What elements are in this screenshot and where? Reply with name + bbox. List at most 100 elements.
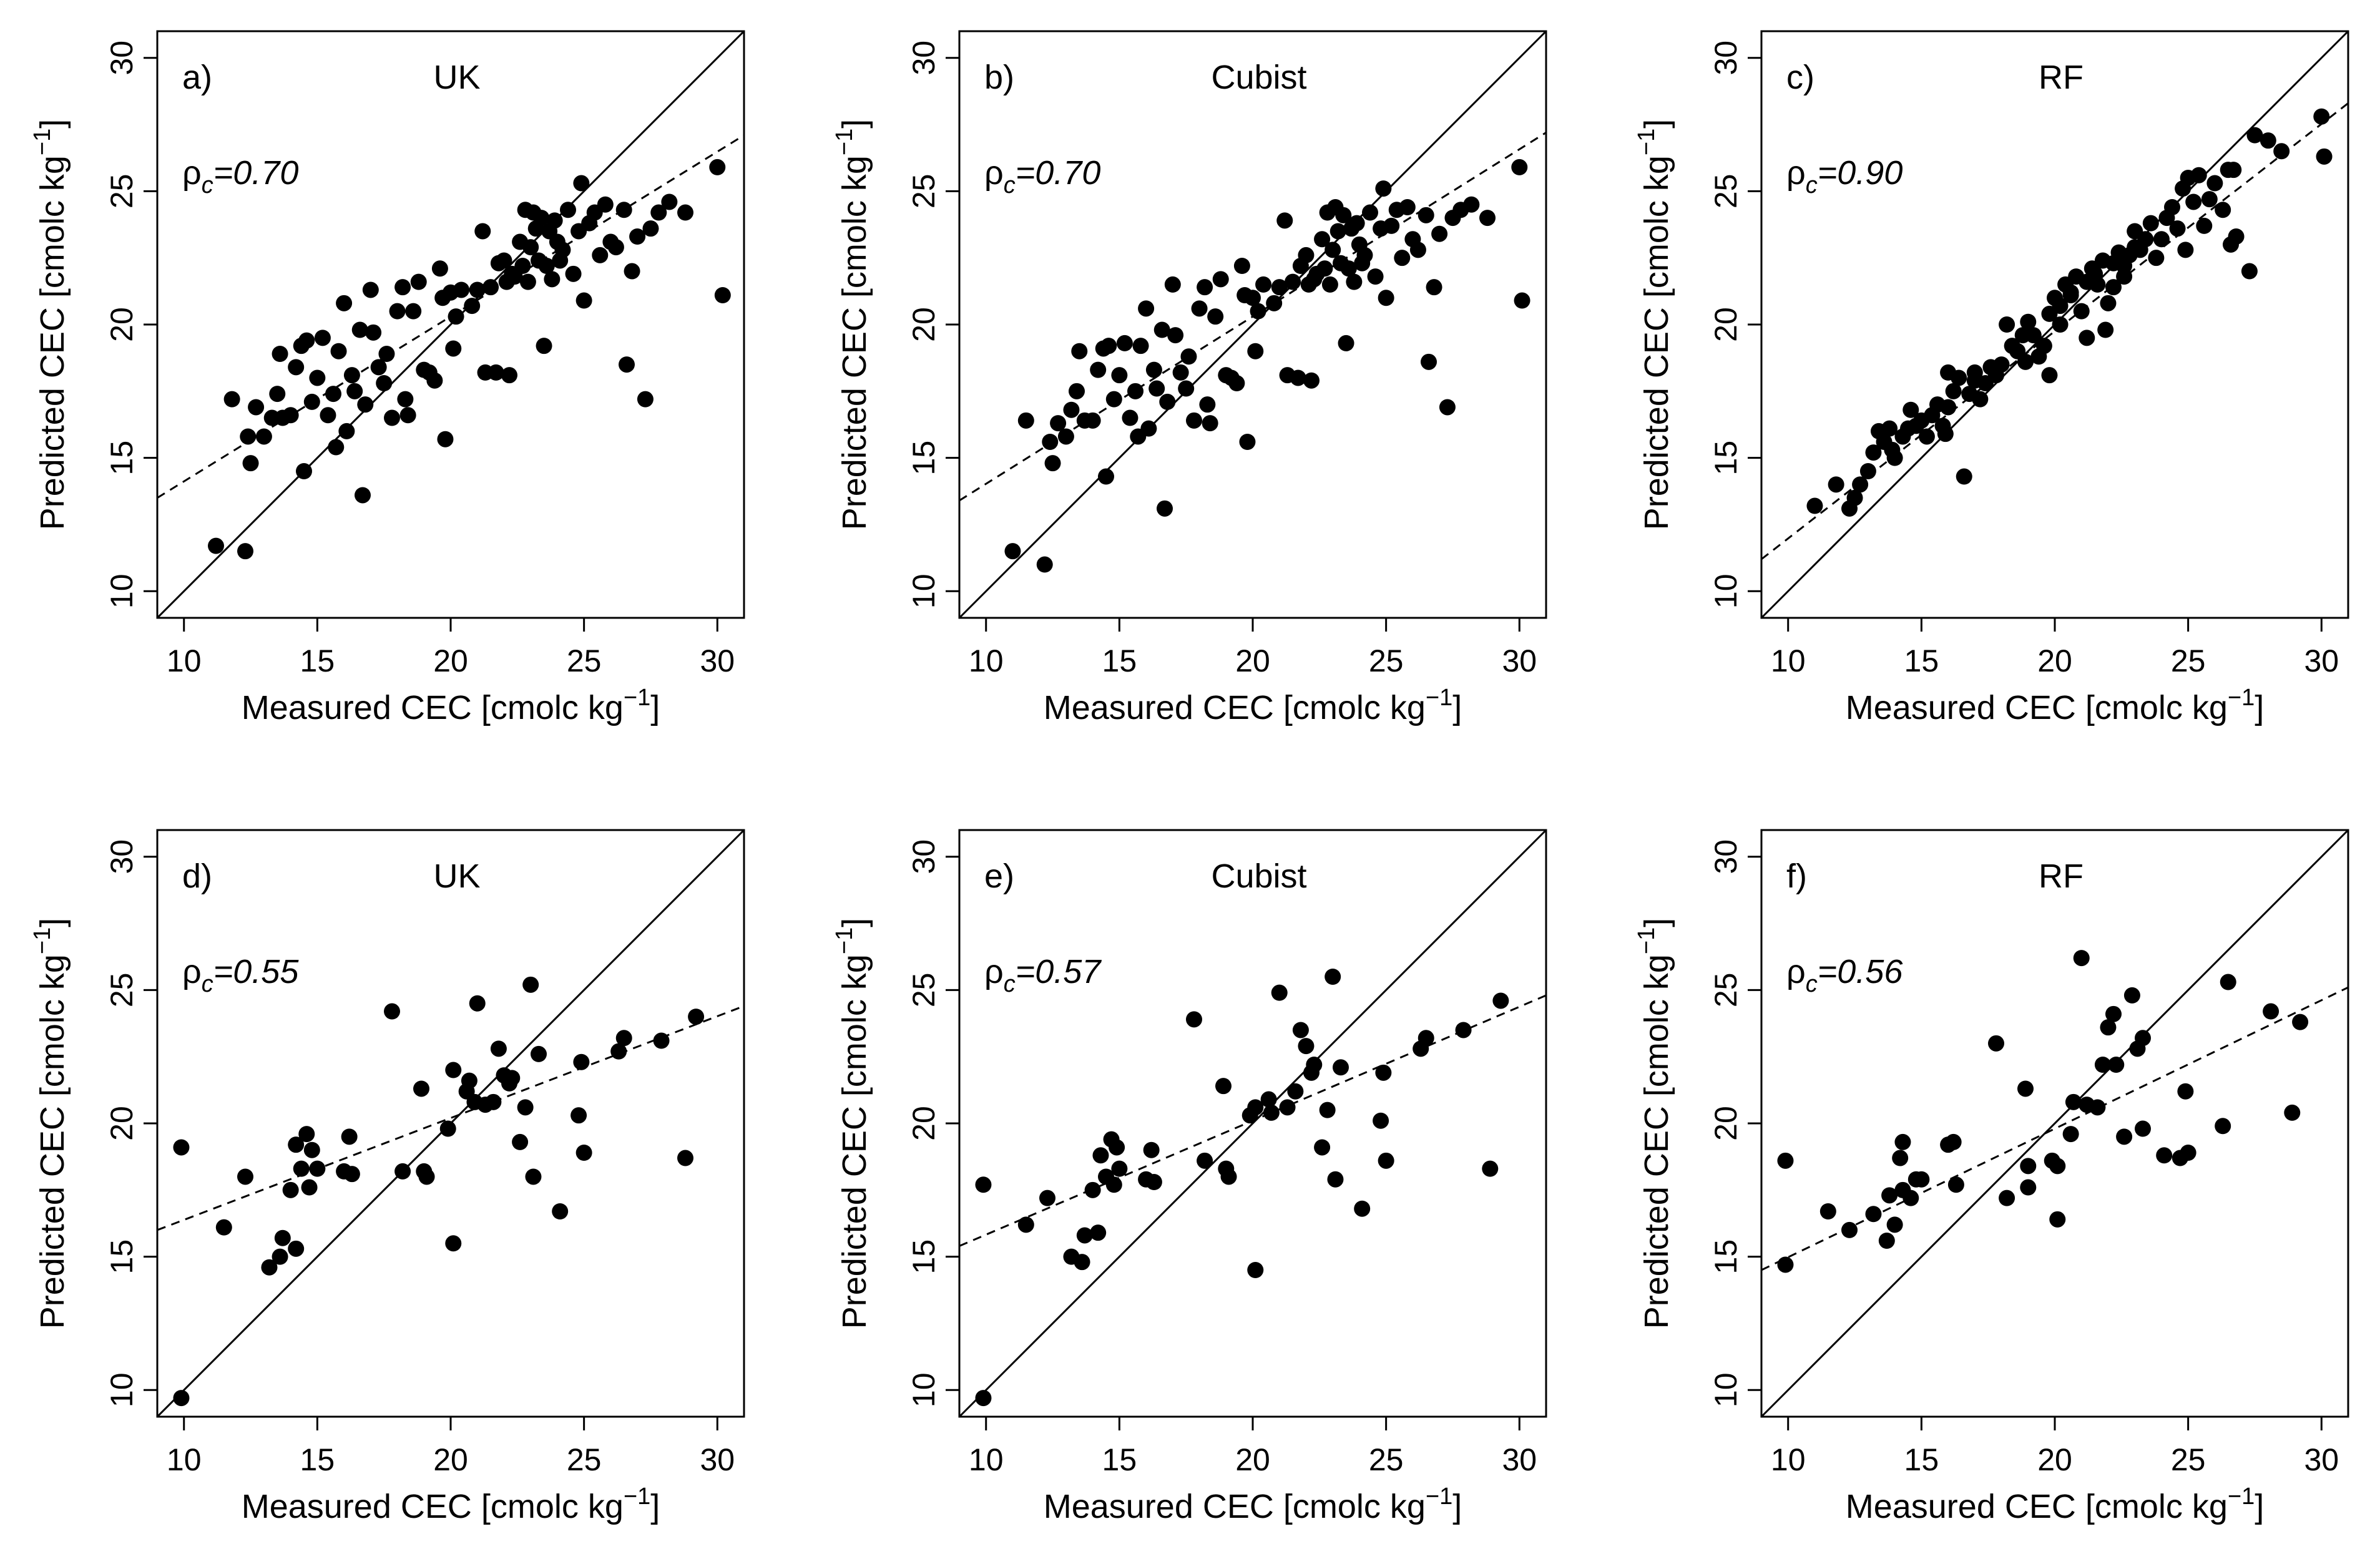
data-point	[1017, 1216, 1034, 1233]
y-axis-exponent: −1	[1633, 927, 1660, 954]
data-point	[439, 1120, 456, 1137]
data-point	[1143, 1141, 1160, 1158]
data-point	[1247, 1262, 1264, 1278]
data-point	[376, 375, 393, 391]
data-point	[1178, 380, 1195, 397]
data-point	[2273, 143, 2290, 160]
data-point	[336, 295, 353, 311]
data-point	[1945, 1133, 1962, 1150]
data-point	[709, 159, 726, 175]
y-tick-label: 25	[906, 174, 941, 209]
data-point	[592, 247, 609, 263]
x-tick-label: 15	[1102, 643, 1137, 678]
data-point	[328, 439, 345, 456]
y-tick-label: 30	[104, 839, 139, 874]
data-point	[1479, 210, 1496, 227]
data-point	[1846, 489, 1863, 506]
data-point	[389, 303, 406, 320]
data-point	[1069, 383, 1085, 399]
y-tick-label: 30	[104, 41, 139, 76]
data-point	[504, 1070, 521, 1087]
regression-line	[1761, 986, 2349, 1271]
x-tick-label: 25	[2171, 1442, 2206, 1477]
data-point	[1276, 212, 1293, 229]
y-tick-label: 30	[906, 839, 941, 874]
data-point	[2263, 1003, 2280, 1020]
data-point	[554, 242, 571, 258]
data-point	[1852, 476, 1869, 493]
data-point	[1186, 412, 1202, 429]
data-point	[1335, 207, 1352, 223]
data-point	[2123, 987, 2140, 1004]
data-point	[296, 463, 312, 479]
rho-subscript: c	[202, 172, 213, 198]
x-tick-label: 30	[1502, 1442, 1537, 1477]
identity-line	[958, 829, 1547, 1418]
data-point	[1071, 343, 1088, 359]
data-point	[274, 1229, 291, 1246]
data-point	[445, 1062, 462, 1078]
data-point	[714, 287, 731, 303]
data-point	[2246, 127, 2263, 144]
data-point	[2284, 1104, 2301, 1121]
rho-equals: =	[213, 953, 233, 990]
x-tick-label: 20	[433, 643, 468, 678]
data-point	[2105, 279, 2122, 296]
rho-subscript: c	[1004, 971, 1016, 997]
y-axis-bracket: ]	[1638, 918, 1675, 927]
panel-f: 10 15 20 25 30 10 15 20 25 30 Measured CEC [cmolc …	[1633, 829, 2349, 1525]
data-point	[341, 1128, 358, 1145]
data-point	[610, 1043, 627, 1060]
y-tick-label: 10	[1708, 574, 1743, 608]
y-tick-label: 30	[1708, 41, 1743, 76]
data-point	[2135, 1030, 2151, 1047]
rho-subscript: c	[1004, 172, 1016, 198]
data-point	[1966, 372, 1983, 389]
y-tick-label: 15	[906, 1239, 941, 1274]
data-point	[1903, 1190, 1919, 1206]
data-point	[1271, 984, 1288, 1001]
x-tick-label: 10	[969, 1442, 1004, 1477]
data-point	[2020, 313, 2037, 330]
data-point	[453, 281, 470, 298]
data-point	[1050, 415, 1067, 432]
data-point	[1140, 420, 1157, 437]
data-point	[240, 428, 257, 445]
y-tick-label: 20	[1708, 1106, 1743, 1141]
x-axis-bracket: ]	[2255, 1488, 2264, 1525]
data-point	[1153, 321, 1170, 338]
data-point	[2025, 327, 2042, 344]
data-point	[1314, 231, 1331, 248]
data-point	[552, 1203, 569, 1219]
x-tick-label: 20	[2037, 1442, 2072, 1477]
identity-line	[958, 30, 1547, 619]
y-axis-title: Predicted CEC [cmolc kg−1]	[29, 119, 71, 530]
panel-label: e)	[984, 858, 1014, 895]
data-point	[2180, 1145, 2196, 1161]
y-axis-bracket: ]	[34, 918, 71, 927]
data-point	[1191, 300, 1208, 317]
data-point	[248, 399, 265, 416]
data-point	[607, 239, 624, 256]
data-point	[237, 543, 253, 560]
data-point	[384, 409, 400, 426]
data-point	[1138, 300, 1155, 317]
data-point	[1418, 207, 1434, 223]
data-point	[2169, 220, 2186, 237]
data-point	[314, 330, 331, 346]
data-point	[1881, 1187, 1898, 1204]
x-axis-exponent: −1	[1426, 1483, 1452, 1510]
x-tick-label: 30	[700, 643, 735, 678]
data-point	[405, 303, 422, 320]
data-point	[1090, 361, 1107, 378]
x-tick-label: 10	[1771, 1442, 1806, 1477]
data-point	[431, 260, 448, 277]
rho-equals: =	[1818, 953, 1838, 990]
y-tick-label: 25	[906, 973, 941, 1008]
data-point	[1199, 396, 1216, 413]
panel-title: UK	[433, 858, 480, 895]
data-point	[474, 223, 491, 240]
data-point	[1940, 364, 1957, 381]
data-point	[2035, 338, 2052, 354]
data-point	[173, 1139, 190, 1156]
